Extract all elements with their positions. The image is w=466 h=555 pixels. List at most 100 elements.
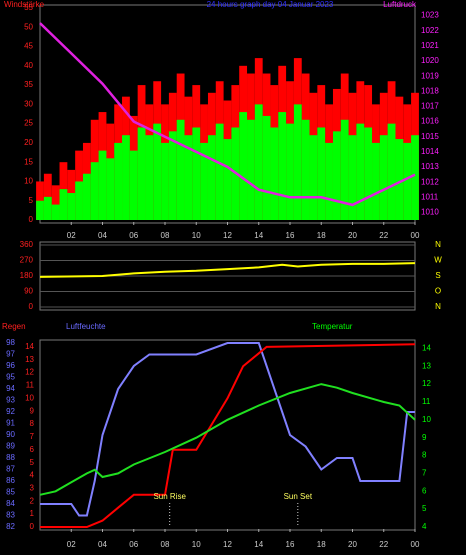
y-tick-label: 0 (30, 522, 35, 531)
y-tick-label: 14 (422, 343, 431, 352)
bar (262, 115, 271, 220)
y-tick-label: 1016 (421, 117, 439, 126)
y-tick-label: N (435, 302, 441, 311)
bar (51, 185, 60, 220)
y-tick-label: 94 (6, 384, 15, 393)
bar (67, 193, 76, 220)
y-tick-label: 360 (20, 240, 34, 249)
line (39, 262, 416, 278)
bar (106, 158, 115, 220)
y-tick-label: 1014 (421, 147, 439, 156)
bar (90, 162, 99, 220)
bar (207, 135, 216, 220)
y-tick-label: 1015 (421, 132, 439, 141)
y-tick-label: 1018 (421, 86, 439, 95)
x-tick-label: 10 (192, 231, 201, 240)
y-tick-label: 82 (6, 522, 15, 531)
bar (75, 181, 83, 220)
x-tick-label: 04 (98, 540, 107, 549)
y-tick-label: 20 (24, 138, 33, 147)
y-tick-label: 3 (30, 484, 35, 493)
y-tick-label: 98 (6, 338, 15, 347)
axis-label: Luftfeuchte (66, 322, 106, 331)
y-tick-label: 13 (25, 355, 34, 364)
bar (153, 123, 162, 220)
bar (364, 127, 373, 220)
bar (387, 123, 396, 220)
bar (403, 142, 412, 220)
x-tick-label: 02 (67, 231, 76, 240)
x-tick-label: 04 (98, 231, 107, 240)
y-tick-label: W (434, 256, 442, 265)
bar (51, 204, 60, 220)
y-tick-label: 97 (6, 350, 15, 359)
axis-label: Luftdruck (383, 0, 417, 9)
y-tick-label: N (435, 240, 441, 249)
bar (395, 139, 404, 220)
y-tick-label: 1013 (421, 162, 439, 171)
bar (239, 112, 248, 220)
x-tick-label: 08 (161, 231, 170, 240)
annotation: Sun Rise (153, 492, 186, 501)
x-tick-label: 12 (223, 540, 232, 549)
bar (254, 104, 263, 220)
bar (82, 173, 91, 220)
bar (145, 135, 154, 220)
y-tick-label: 1020 (421, 56, 439, 65)
bar (332, 131, 341, 220)
y-tick-label: 9 (422, 433, 427, 442)
y-tick-label: 5 (422, 504, 427, 513)
y-tick-label: 55 (24, 3, 33, 12)
y-tick-label: 7 (30, 432, 35, 441)
line (39, 22, 416, 207)
bar (278, 112, 287, 220)
bar (137, 127, 146, 220)
bar (59, 189, 68, 220)
y-tick-label: 84 (6, 499, 15, 508)
y-tick-label: 92 (6, 407, 15, 416)
line (40, 343, 416, 528)
bar (192, 127, 201, 220)
bar (348, 135, 357, 220)
y-tick-label: 96 (6, 361, 15, 370)
y-tick-label: 89 (6, 442, 15, 451)
x-tick-label: 08 (161, 540, 170, 549)
bar (200, 142, 208, 220)
y-tick-label: 86 (6, 476, 15, 485)
y-tick-label: 270 (20, 256, 34, 265)
y-tick-label: 50 (24, 22, 33, 31)
bar (223, 139, 232, 220)
x-tick-label: 14 (254, 540, 263, 549)
x-tick-label: 22 (379, 540, 388, 549)
axis-label: Windstärke (4, 0, 45, 9)
x-tick-label: 20 (348, 540, 357, 549)
x-tick-label: 02 (67, 540, 76, 549)
bar (309, 135, 318, 220)
bar (98, 150, 107, 220)
y-tick-label: 4 (30, 471, 35, 480)
y-tick-label: 45 (24, 42, 33, 51)
y-tick-label: 7 (422, 469, 427, 478)
y-tick-label: 8 (30, 419, 35, 428)
y-tick-label: 88 (6, 453, 15, 462)
y-tick-label: 12 (25, 368, 34, 377)
y-tick-label: 10 (25, 393, 34, 402)
bar (411, 135, 419, 220)
bar (379, 135, 388, 220)
bar (114, 142, 123, 220)
y-tick-label: 10 (24, 177, 33, 186)
y-tick-label: 12 (422, 379, 431, 388)
y-tick-label: 1023 (421, 11, 439, 20)
x-tick-label: 00 (411, 231, 420, 240)
y-tick-label: 1 (30, 509, 35, 518)
bar (36, 181, 44, 220)
bar (372, 142, 380, 220)
chart-title: 24 hours graph day 04 Januar 2023 (207, 0, 334, 9)
y-tick-label: 4 (422, 522, 427, 531)
line (40, 342, 415, 517)
y-tick-label: 11 (26, 381, 35, 390)
y-tick-label: 2 (30, 496, 35, 505)
bar (270, 127, 279, 220)
y-tick-label: 91 (6, 419, 15, 428)
